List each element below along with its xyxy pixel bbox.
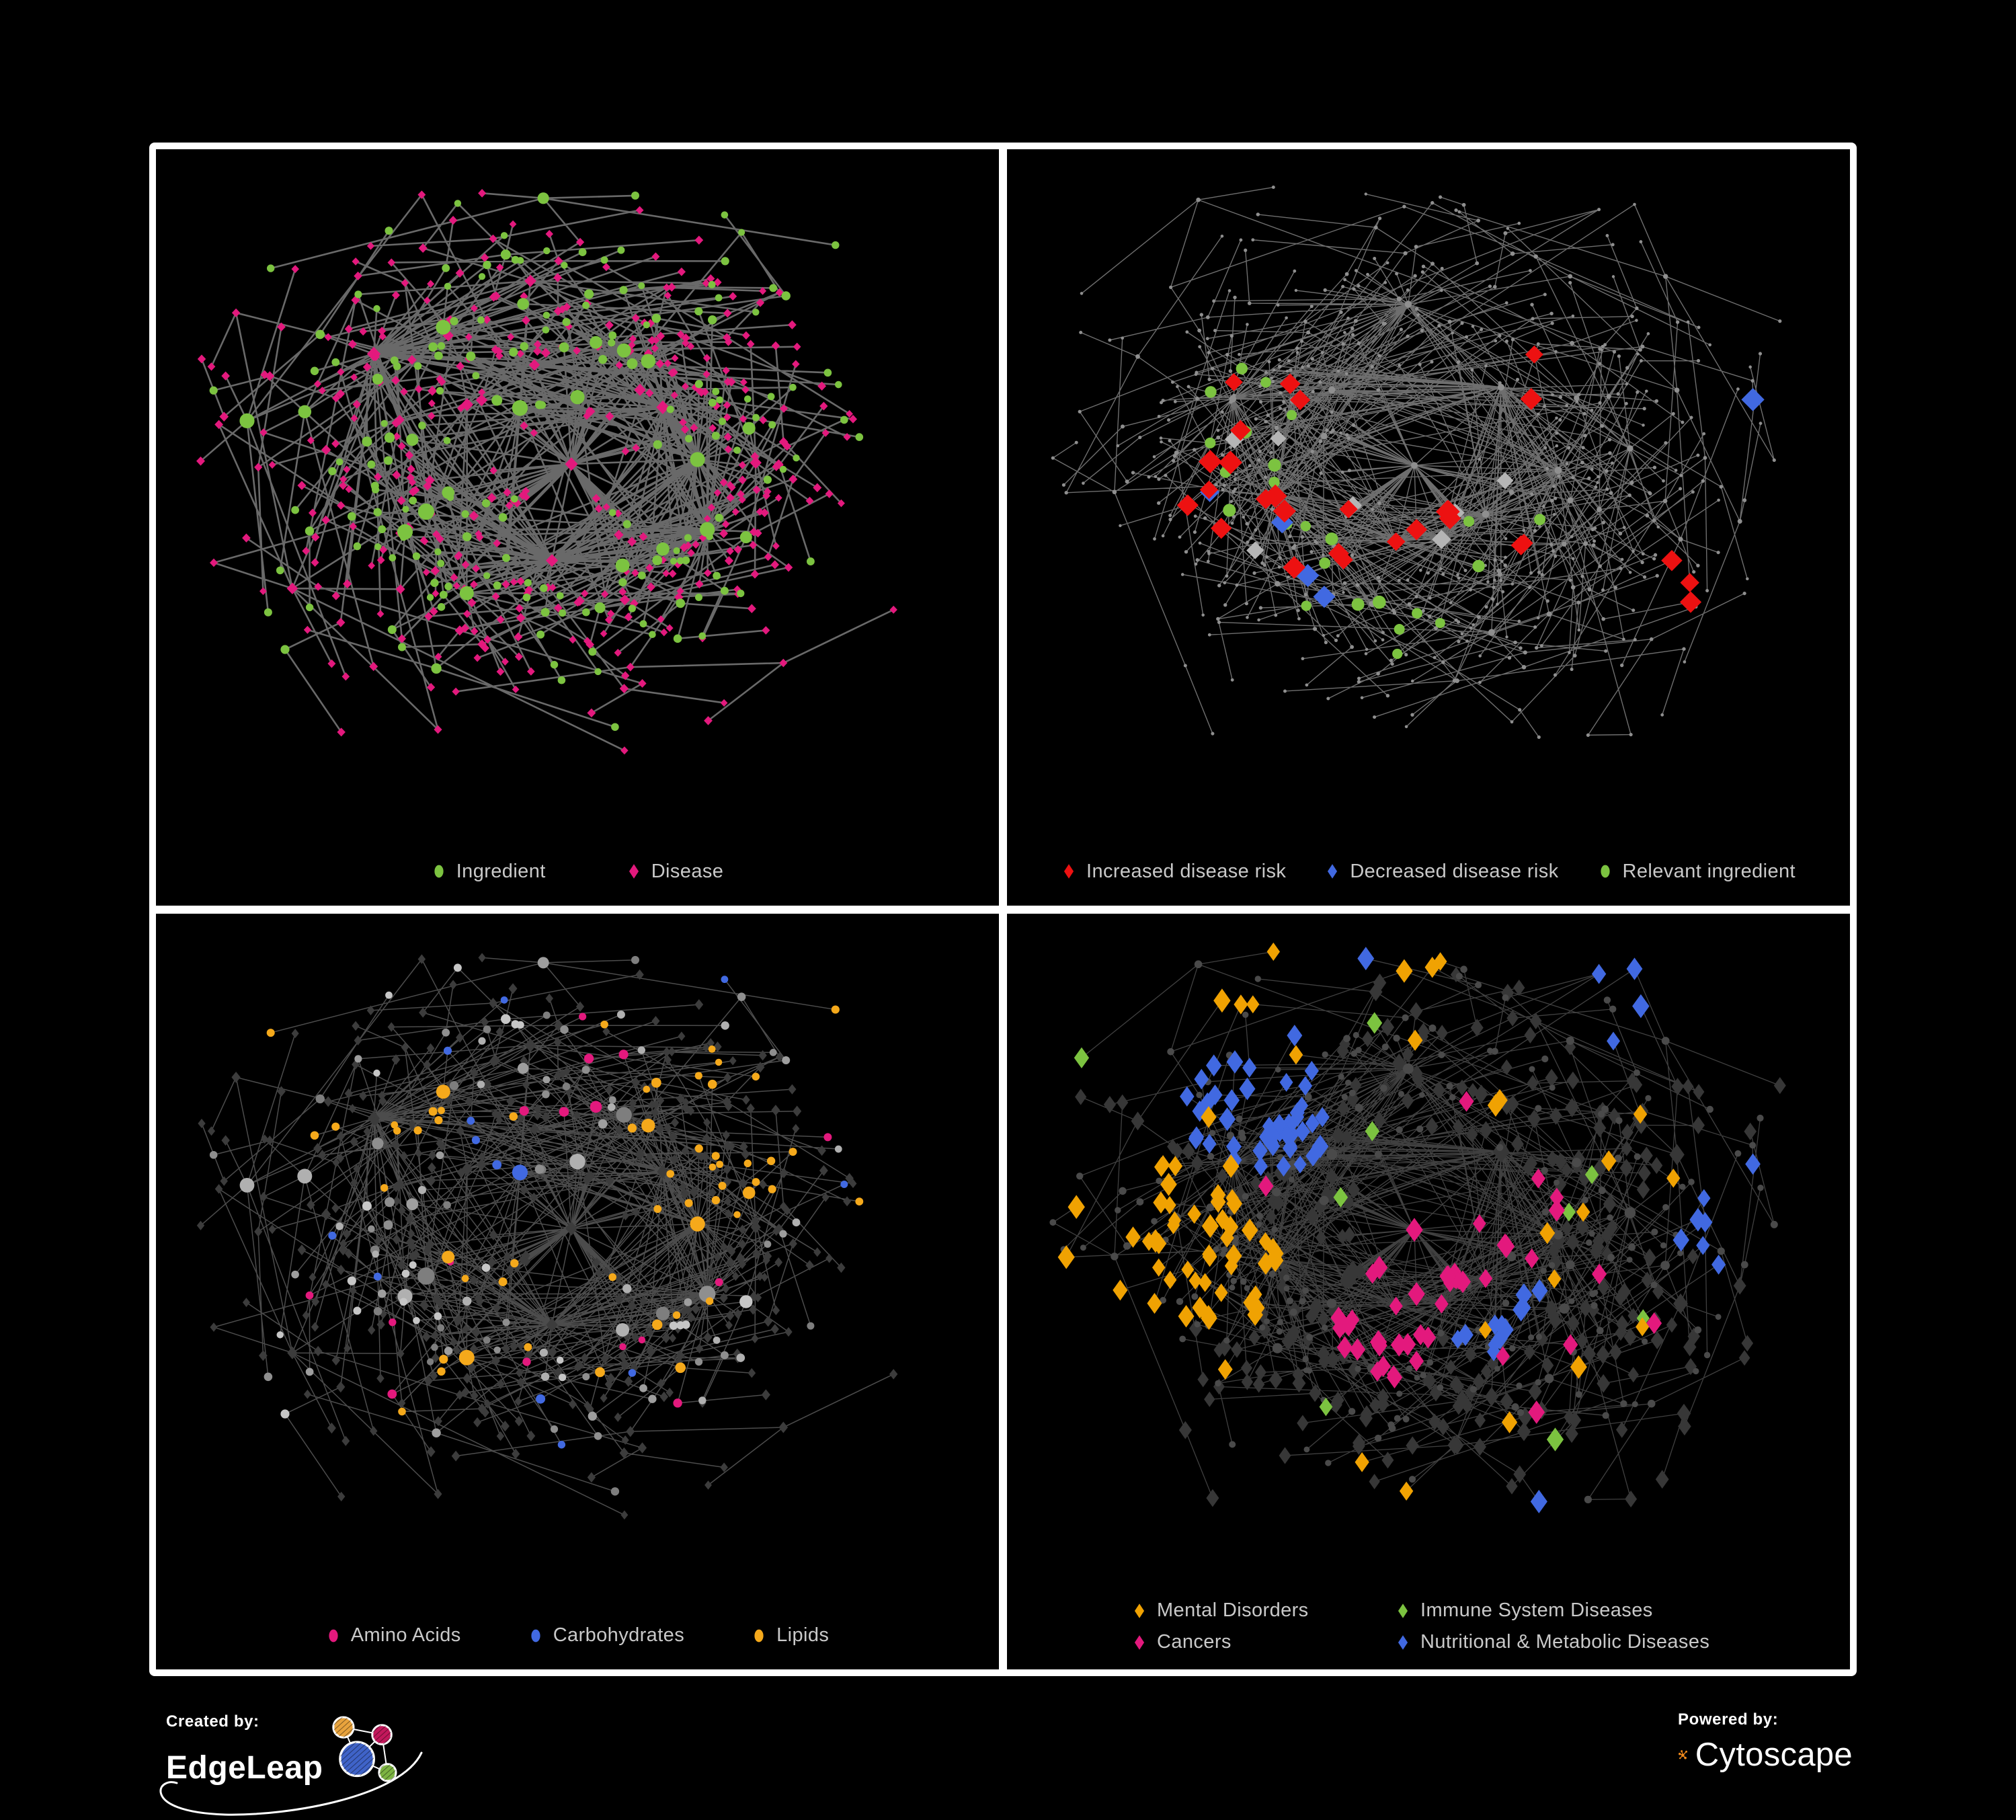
legend-ingredient-disease: Ingredient Disease <box>156 861 999 883</box>
legend-label-ingredient: Ingredient <box>456 860 546 882</box>
legend-item-nutritional-metabolic-diseases: Nutritional & Metabolic Diseases <box>1396 1631 1709 1653</box>
network-svg <box>196 952 898 1519</box>
powered-by-label: Powered by: <box>1678 1710 1779 1729</box>
panel-disease-class: Mental Disorders Immune System Diseases Ca… <box>1007 913 1850 1670</box>
edgeleap-logo-icon <box>332 1716 397 1782</box>
legend-label-carbohydrates: Carbohydrates <box>553 1624 685 1646</box>
network-svg <box>196 189 897 755</box>
highlight-node-layer <box>266 975 864 1448</box>
highlight-node-layer <box>1176 345 1765 660</box>
legend-disease-class: Mental Disorders Immune System Diseases Ca… <box>1007 1599 1850 1653</box>
carbohydrates-marker-icon <box>531 1629 540 1642</box>
panel-grid: Ingredient Disease Increased disease risk… <box>149 143 1857 1676</box>
ingredient-node-layer <box>209 191 864 731</box>
legend-item-amino-acids: Amino Acids <box>326 1624 461 1647</box>
edge-layer <box>200 957 894 1515</box>
ingredient-node-layer <box>209 955 842 1495</box>
created-by-block: Created by: EdgeLeap <box>159 1712 455 1820</box>
legend-label-lipids: Lipids <box>776 1624 830 1646</box>
network-graph-ingredient-disease <box>156 149 999 906</box>
increased-disease-risk-marker-icon <box>1063 864 1074 879</box>
legend-item-decreased-disease-risk: Decreased disease risk <box>1325 861 1558 883</box>
legend-item-disease: Disease <box>627 861 724 883</box>
network-graph-disease-risk <box>1007 149 1850 906</box>
mental-disorders-marker-icon <box>1134 1603 1145 1618</box>
nutritional-metabolic-diseases-marker-icon <box>1398 1634 1408 1650</box>
legend-label-immune-system-diseases: Immune System Diseases <box>1420 1599 1653 1621</box>
legend-item-ingredient: Ingredient <box>432 861 546 883</box>
panel-disease-risk: Increased disease risk Decreased disease … <box>1007 149 1850 906</box>
lipids-marker-icon <box>754 1629 764 1642</box>
legend-label-amino-acids: Amino Acids <box>350 1624 461 1646</box>
ingredient-marker-icon <box>434 865 444 878</box>
legend-label-disease: Disease <box>651 860 724 882</box>
powered-by-block: Powered by: Cytoscape <box>1678 1710 1853 1775</box>
disease-marker-icon <box>629 864 639 879</box>
network-svg <box>1051 186 1782 739</box>
network-graph-disease-class <box>1007 914 1850 1670</box>
panel-ingredient-disease: Ingredient Disease <box>156 149 999 906</box>
legend-disease-risk: Increased disease risk Decreased disease … <box>1007 861 1850 883</box>
network-graph-nutrient-class <box>156 914 999 1670</box>
legend-label-nutritional-metabolic-diseases: Nutritional & Metabolic Diseases <box>1420 1631 1710 1653</box>
disease-node-layer <box>1064 186 1782 739</box>
legend-item-lipids: Lipids <box>752 1624 829 1647</box>
legend-item-increased-disease-risk: Increased disease risk <box>1061 861 1286 883</box>
legend-item-mental-disorders: Mental Disorders <box>1132 1599 1396 1622</box>
cytoscape-logo-icon <box>1678 1750 1688 1759</box>
edgeleap-logo-nodes <box>332 1716 397 1782</box>
created-by-label: Created by: <box>166 1712 259 1731</box>
legend-label-relevant-ingredient: Relevant ingredient <box>1622 860 1796 882</box>
network-svg <box>1049 942 1786 1513</box>
legend-item-immune-system-diseases: Immune System Diseases <box>1396 1599 1709 1622</box>
legend-item-relevant-ingredient: Relevant ingredient <box>1598 861 1796 883</box>
legend-label-cancers: Cancers <box>1157 1631 1232 1653</box>
ingredient-node-layer <box>1051 197 1776 737</box>
edgeleap-brand-row: EdgeLeap <box>166 1716 455 1798</box>
decreased-disease-risk-marker-icon <box>1328 864 1338 879</box>
cytoscape-wordmark: Cytoscape <box>1695 1737 1853 1773</box>
immune-system-diseases-marker-icon <box>1398 1603 1408 1618</box>
amino-acids-marker-icon <box>329 1629 338 1642</box>
legend-label-mental-disorders: Mental Disorders <box>1157 1599 1309 1621</box>
legend-nutrient-class: Amino Acids Carbohydrates Lipids <box>156 1624 999 1647</box>
edgeleap-wordmark: EdgeLeap <box>166 1749 323 1786</box>
highlight-node-layer <box>1057 942 1761 1513</box>
legend-label-decreased-disease-risk: Decreased disease risk <box>1350 860 1559 882</box>
legend-item-cancers: Cancers <box>1132 1631 1396 1653</box>
cytoscape-brand-row: Cytoscape <box>1678 1735 1853 1775</box>
legend-label-increased-disease-risk: Increased disease risk <box>1086 860 1287 882</box>
legend-item-carbohydrates: Carbohydrates <box>528 1624 684 1647</box>
panel-nutrient-class: Amino Acids Carbohydrates Lipids <box>156 913 999 1670</box>
cancers-marker-icon <box>1134 1634 1145 1650</box>
disease-node-layer <box>196 952 898 1519</box>
relevant-ingredient-marker-icon <box>1600 865 1610 878</box>
edge-layer <box>1052 186 1781 738</box>
edge-layer <box>200 192 895 752</box>
